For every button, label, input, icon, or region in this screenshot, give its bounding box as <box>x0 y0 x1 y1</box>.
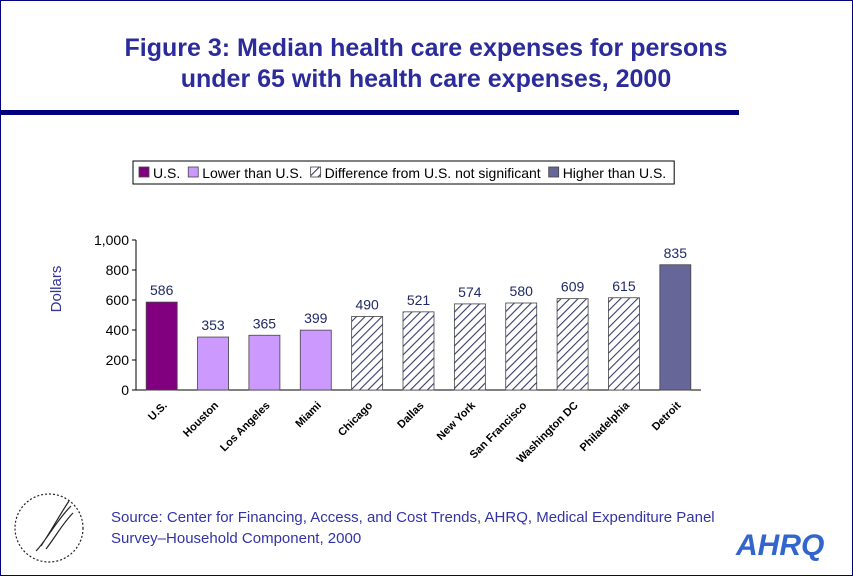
hhs-logo <box>14 493 84 563</box>
y-tick-label: 0 <box>121 382 129 398</box>
bar <box>453 303 486 391</box>
data-label: 365 <box>253 315 277 331</box>
legend-swatch <box>548 166 560 178</box>
bar <box>608 297 640 391</box>
y-axis-label: Dollars <box>48 266 65 313</box>
bar <box>402 311 435 391</box>
data-label: 490 <box>355 297 379 313</box>
data-label: 574 <box>458 284 482 300</box>
legend-swatch <box>310 166 322 178</box>
data-label: 399 <box>304 310 328 326</box>
chart-title: Figure 3: Median health care expenses fo… <box>124 34 728 93</box>
data-label: 521 <box>407 292 431 308</box>
legend-swatch <box>187 166 199 178</box>
data-label: 609 <box>561 279 585 295</box>
x-tick-label: U.S. <box>146 400 170 424</box>
x-tick-label: Philadelphia <box>578 399 633 454</box>
x-tick-label: Los Angeles <box>218 400 272 454</box>
bar <box>248 334 281 391</box>
source-note: Source: Center for Financing, Access, an… <box>111 509 715 547</box>
legend-label: Difference from U.S. not significant <box>325 165 541 181</box>
bar <box>556 298 589 391</box>
bar <box>659 264 692 391</box>
legend-box <box>132 160 675 185</box>
data-label: 835 <box>664 245 688 261</box>
y-tick-label: 400 <box>106 322 130 338</box>
y-tick-label: 600 <box>106 292 130 308</box>
x-tick-label: Miami <box>293 400 324 431</box>
bar <box>145 301 178 391</box>
data-label: 586 <box>150 282 174 298</box>
bar <box>299 329 332 391</box>
bar <box>351 316 384 391</box>
x-tick-label: Houston <box>181 399 221 439</box>
legend-label: U.S. <box>153 165 180 181</box>
x-tick-label: Chicago <box>336 399 375 438</box>
bar <box>197 336 229 391</box>
y-tick-label: 800 <box>106 262 130 278</box>
legend-swatch <box>138 166 150 178</box>
legend-label: Higher than U.S. <box>563 165 667 181</box>
legend-label: Lower than U.S. <box>202 165 302 181</box>
x-tick-label: New York <box>435 399 479 443</box>
data-label: 353 <box>201 317 225 333</box>
title-rule <box>1 110 739 115</box>
legend: U.S. Lower than U.S. Difference from U.S. … <box>132 160 675 185</box>
ahrq-logo: AHRQ <box>735 529 824 562</box>
bar <box>505 302 538 391</box>
data-label: 580 <box>510 283 534 299</box>
x-tick-label: Dallas <box>395 400 426 431</box>
y-tick-label: 200 <box>106 352 130 368</box>
y-tick-label: 1,000 <box>94 232 129 248</box>
x-tick-label: Detroit <box>650 399 684 433</box>
data-label: 615 <box>612 278 636 294</box>
